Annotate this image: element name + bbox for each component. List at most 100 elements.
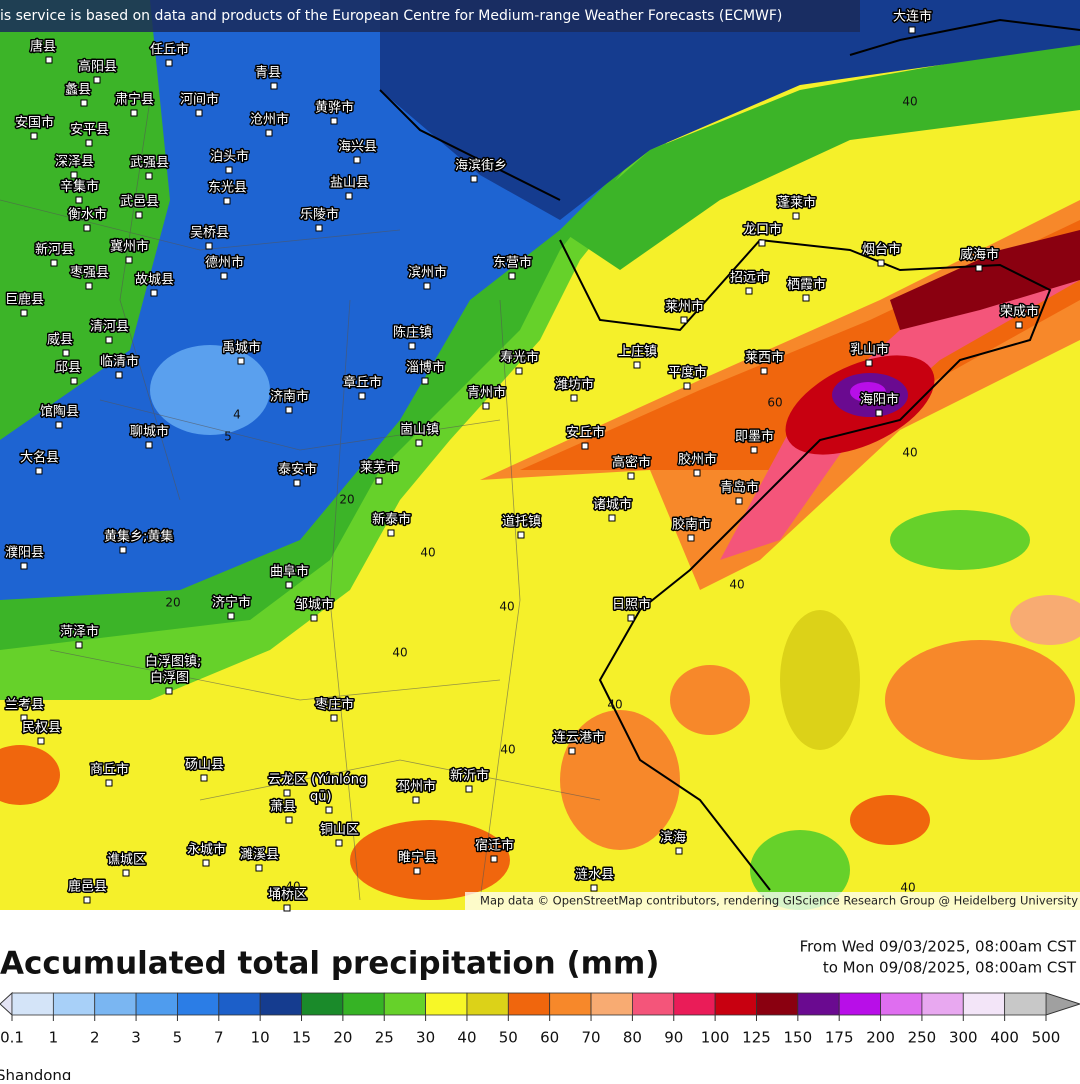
place-label: 濉溪县 <box>240 848 279 863</box>
legend-tick-label: 2 <box>90 1029 100 1047</box>
place-label: 诸城市 <box>593 497 632 513</box>
place-label: 铜山区 <box>320 823 359 838</box>
place-marker <box>508 272 516 280</box>
place-label: 高阳县 <box>78 59 117 75</box>
place-label: 邱县 <box>55 361 81 376</box>
place-label: 德州市 <box>205 255 244 271</box>
legend-tick-label: 60 <box>540 1029 559 1047</box>
place-marker <box>237 357 245 365</box>
place-label: 衡水市 <box>68 207 107 223</box>
place-marker <box>570 394 578 402</box>
place-marker <box>37 737 45 745</box>
place-marker <box>875 409 883 417</box>
legend-tick-label: 20 <box>333 1029 352 1047</box>
legend-tick-label: 15 <box>292 1029 311 1047</box>
place-label: 胶州市 <box>678 452 717 468</box>
place-label: 馆陶县 <box>40 404 79 420</box>
place-label: 武邑县 <box>120 195 159 210</box>
place-label: 东营市 <box>493 255 532 271</box>
place-marker <box>93 76 101 84</box>
place-marker <box>568 747 576 755</box>
place-marker <box>20 309 28 317</box>
place-marker <box>85 282 93 290</box>
place-marker <box>908 26 916 34</box>
place-label: 任丘市 <box>150 42 189 58</box>
place-label: 清河县 <box>90 320 129 335</box>
legend-swatch <box>301 992 344 1016</box>
place-label: 枣庄市 <box>315 697 354 713</box>
contour-label: 40 <box>499 600 514 614</box>
place-marker <box>745 287 753 295</box>
place-label: 即墨市 <box>735 429 774 445</box>
place-label: 章丘市 <box>343 375 382 391</box>
place-marker <box>633 361 641 369</box>
place-marker <box>675 847 683 855</box>
legend-swatch <box>962 992 1006 1016</box>
legend-tick-label: 125 <box>742 1029 771 1047</box>
place-label: 邹城市 <box>295 597 334 613</box>
legend-tick-label: 25 <box>375 1029 394 1047</box>
place-label: 胶南市 <box>672 517 711 533</box>
place-label: 宿迁市 <box>475 838 514 854</box>
place-marker <box>119 546 127 554</box>
place-marker <box>75 641 83 649</box>
place-label: 潍坊市 <box>555 377 594 393</box>
place-marker <box>150 289 158 297</box>
place-label: 滨海 <box>660 830 686 846</box>
place-marker <box>375 477 383 485</box>
place-marker <box>345 192 353 200</box>
header-notice: is service is based on data and products… <box>0 8 782 24</box>
place-label: 连云港市 <box>553 730 605 746</box>
place-marker <box>465 785 473 793</box>
place-label: 云龙区 (Yúnlóng <box>268 773 367 788</box>
contour-label: 40 <box>902 446 917 460</box>
legend-swatch <box>549 992 592 1016</box>
place-marker <box>877 259 885 267</box>
legend-tick-label: 500 <box>1032 1029 1061 1047</box>
place-marker <box>310 614 318 622</box>
legend-swatch <box>714 992 757 1016</box>
legend-swatch <box>507 992 551 1016</box>
legend-tick-label: 5 <box>173 1029 183 1047</box>
place-label: 海滨街乡 <box>455 158 507 174</box>
place-marker <box>122 869 130 877</box>
place-label: 枣强县 <box>70 266 109 281</box>
place-marker <box>421 377 429 385</box>
legend-tick-label: 7 <box>214 1029 224 1047</box>
place-label: 聊城市 <box>130 424 169 440</box>
legend-swatch <box>383 992 426 1016</box>
place-marker <box>50 259 58 267</box>
place-label: 青州市 <box>467 385 506 401</box>
place-marker <box>205 242 213 250</box>
place-marker <box>202 859 210 867</box>
place-marker <box>315 224 323 232</box>
place-label: 曲阜市 <box>270 564 309 580</box>
place-label: 栖霞市 <box>787 277 826 293</box>
place-label: 鹿邑县 <box>68 879 107 895</box>
place-label: 民权县 <box>22 720 61 736</box>
place-label: 乳山市 <box>850 342 889 358</box>
place-label: 陈庄镇 <box>393 325 432 341</box>
legend-tick-label: 30 <box>416 1029 435 1047</box>
place-label: 白浮图镇; <box>145 654 201 670</box>
place-label: 新沂市 <box>450 768 489 784</box>
place-label: 安平县 <box>70 123 109 138</box>
place-marker <box>62 349 70 357</box>
place-marker <box>35 467 43 475</box>
place-label: 威海市 <box>960 247 999 263</box>
place-label: 龙口市 <box>743 222 782 238</box>
place-label: 乐陵市 <box>300 207 339 223</box>
contour-label: 40 <box>420 546 435 560</box>
place-marker <box>482 402 490 410</box>
attribution-bar <box>465 892 1080 910</box>
place-label: 肃宁县 <box>115 92 154 108</box>
contour-label: 40 <box>392 646 407 660</box>
place-marker <box>160 671 168 679</box>
place-label: 莱西市 <box>745 350 784 366</box>
place-marker <box>135 211 143 219</box>
place-marker <box>330 714 338 722</box>
place-marker <box>470 175 478 183</box>
place-marker <box>265 129 273 137</box>
place-label: 烟台市 <box>862 242 901 258</box>
